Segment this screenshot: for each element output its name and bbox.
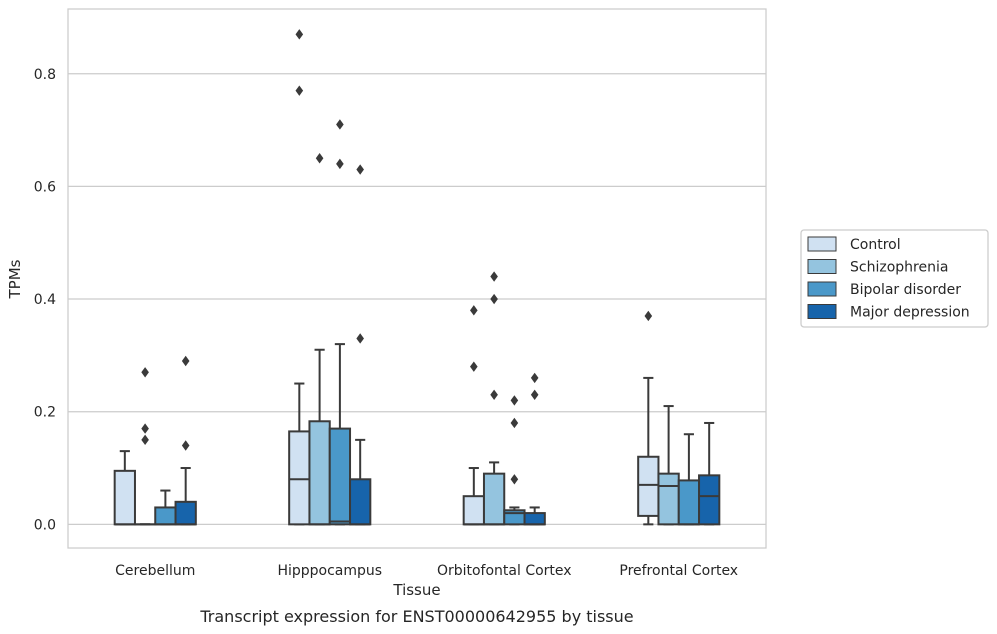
y-tick-label: 0.2 [34,405,56,421]
box-control [462,305,485,526]
outlier-point [530,389,539,401]
y-tick-labels: 0.0 0.2 0.4 0.6 0.8 [34,67,56,534]
outlier-point [510,474,519,485]
y-tick-label: 0.6 [34,179,56,195]
outlier-point [336,119,344,130]
box-schizophrenia [308,153,331,526]
legend-swatch [807,304,837,319]
outlier-point [356,333,364,344]
box-schizophrenia [482,271,506,526]
outlier-point [336,158,344,170]
box-schizophrenia [133,367,157,526]
legend-item: Schizophrenia [807,259,948,276]
x-tick-label: Prefrontal Cortex [619,563,738,579]
y-tick-label: 0.0 [34,517,56,533]
box-major-depression [698,421,721,526]
legend-swatch [807,281,837,297]
legend-swatch [807,236,837,252]
outlier-point [295,29,304,40]
box-bipolar-disorder [154,489,177,526]
box-iqr [174,500,197,526]
outlier-point [510,395,519,406]
box-iqr [482,472,506,526]
legend-item: Bipolar disorder [807,281,961,298]
legend-item: Control [807,236,901,253]
box-iqr [462,495,485,526]
x-tick-label: Hipppocampus [277,563,382,579]
outlier-point [470,361,478,372]
gridlines [68,73,766,525]
box-bipolar-disorder [503,395,526,526]
legend-label: Bipolar disorder [850,282,961,298]
legend-item: Major depression [807,304,970,321]
box-iqr [288,430,311,526]
boxes-layer [113,29,721,526]
y-axis-label: TPMs [6,259,24,299]
outlier-point [141,367,149,378]
box-bipolar-disorder [328,119,352,526]
outlier-point [510,417,519,429]
outlier-point [490,293,498,305]
box-iqr [154,506,177,526]
box-iqr [677,479,701,526]
outlier-point [644,310,653,322]
box-major-depression [349,164,372,526]
legend-swatch [807,259,837,274]
y-tick-label: 0.4 [34,292,56,308]
plot-frame [67,8,767,549]
outlier-point [295,85,304,96]
legend-label: Control [850,237,901,253]
box-schizophrenia [657,405,680,526]
x-axis-label: Tissue [392,581,440,599]
legend: Control Schizophrenia Bipolar disorder Majo… [800,229,989,328]
box-bipolar-disorder [677,433,701,526]
outlier-point [470,305,478,316]
box-iqr [698,474,721,526]
box-control [288,29,311,526]
x-tick-label: Cerebellum [115,563,195,579]
y-tick-label: 0.8 [34,67,56,83]
box-iqr [349,478,372,526]
box-control [113,450,136,526]
legend-label: Major depression [850,305,970,321]
x-tick-label: Orbitofontal Cortex [437,563,572,579]
outlier-point [490,271,498,282]
outlier-point [530,372,539,384]
box-iqr [637,455,660,517]
box-iqr [113,469,136,526]
box-major-depression [523,372,546,526]
box-iqr [328,427,352,526]
box-iqr [523,512,546,526]
box-major-depression [174,355,197,526]
outlier-point [315,153,324,164]
outlier-point [141,434,149,446]
outlier-point [490,389,498,401]
legend-frame [800,229,989,328]
box-iqr [308,420,331,526]
box-control [637,310,660,526]
chart-caption: Transcript expression for ENST0000064295… [199,607,633,626]
outlier-point [181,440,190,451]
box-iqr [657,472,680,526]
x-tick-labels: Cerebellum Hipppocampus Orbitofontal Corte… [115,563,738,579]
outlier-point [181,355,190,367]
outlier-point [141,423,149,434]
outlier-point [356,164,364,175]
legend-label: Schizophrenia [850,260,948,276]
